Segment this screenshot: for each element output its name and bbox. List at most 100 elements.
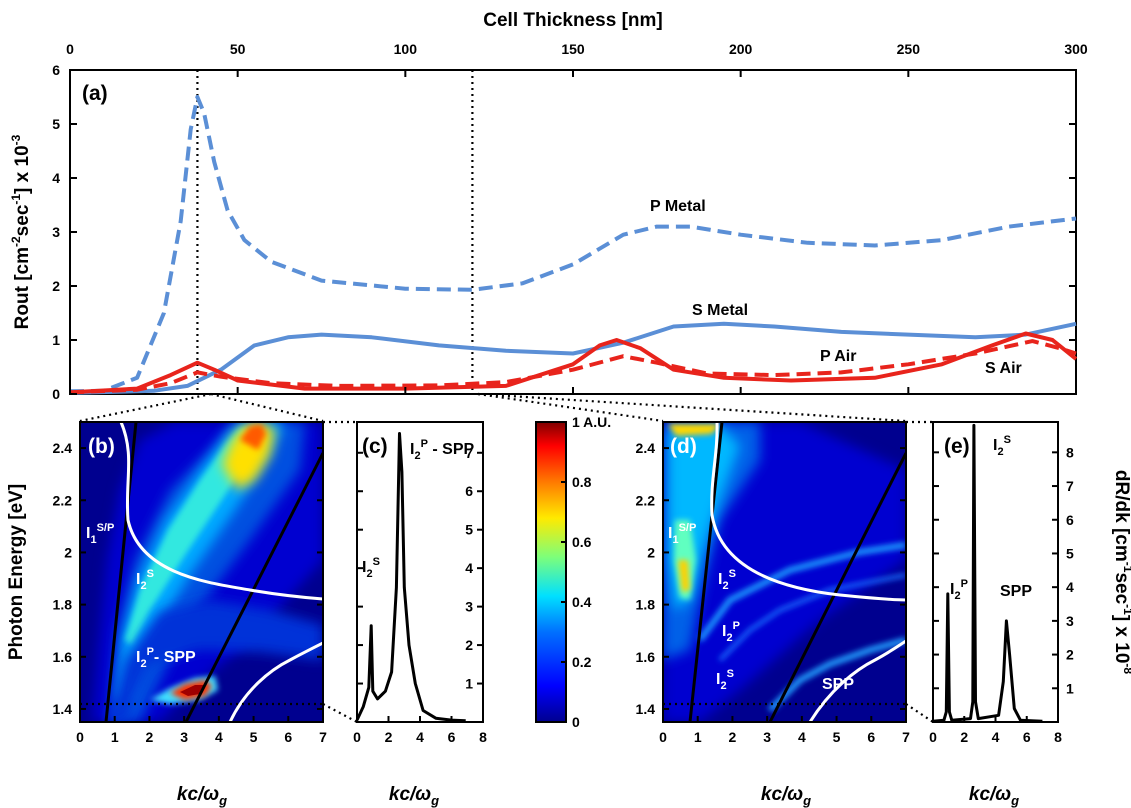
panel-c-label: (c) bbox=[362, 435, 388, 458]
annotation-s-air: S Air bbox=[985, 360, 1022, 377]
x-tick-label: 250 bbox=[897, 41, 921, 57]
panel-e-series bbox=[932, 423, 1043, 723]
panel-b-label-i2s: I2S bbox=[136, 568, 154, 592]
y-tick-label: 5 bbox=[52, 116, 60, 132]
spectrum-line bbox=[932, 423, 1043, 723]
x-tick-label: 6 bbox=[1023, 729, 1031, 745]
y-tick-label: 1.6 bbox=[53, 649, 73, 665]
panel-e-x-axis-title: kc/ωg bbox=[969, 784, 1019, 808]
y-tick-label: 2.2 bbox=[636, 492, 656, 508]
panel-b-label-i1: I1S/P bbox=[86, 522, 114, 546]
panel-a-series bbox=[69, 95, 1078, 395]
panel-c-y-ticks: 1 2 3 4 5 6 7 bbox=[357, 445, 483, 692]
panel-d-x-axis-title: kc/ωg bbox=[761, 784, 811, 808]
panel-d-label-i1: I1S/P bbox=[668, 522, 696, 546]
x-tick-label: 0 bbox=[353, 729, 361, 745]
panel-d-label-spp: SPP bbox=[822, 676, 854, 693]
x-tick-label: 1 bbox=[694, 729, 702, 745]
panel-d-label-i2s-lower: I2S bbox=[716, 668, 734, 692]
x-tick-label: 0 bbox=[929, 729, 937, 745]
colorbar-tick-label: 0.2 bbox=[572, 654, 592, 670]
x-tick-label: 4 bbox=[992, 729, 1000, 745]
zoom-connectors bbox=[79, 392, 934, 723]
panel-a-x-ticks: 0 50 100 150 200 250 300 bbox=[66, 41, 1088, 394]
panel-b-label-i2p-spp: I2P- SPP bbox=[136, 646, 196, 670]
y-tick-label: 6 bbox=[52, 62, 60, 78]
x-tick-label: 7 bbox=[319, 729, 327, 745]
panel-c: 0 2 4 6 8 1 2 3 4 5 6 7 (c) kc/ωg I2S I2P - SPP bbox=[353, 421, 487, 808]
panel-c-series bbox=[355, 432, 466, 723]
colorbar-tick-label: 0.8 bbox=[572, 474, 592, 490]
panel-b-y-ticks: 1.4 1.6 1.8 2 2.2 2.4 bbox=[53, 440, 323, 717]
y-tick-label: 1.6 bbox=[636, 649, 656, 665]
x-tick-label: 3 bbox=[180, 729, 188, 745]
panel-e-label-i2s: I2S bbox=[993, 434, 1011, 458]
panel-c-label-i2s: I2S bbox=[362, 556, 380, 580]
panel-e-frame bbox=[932, 421, 1059, 723]
panel-e-label-i2p: I2P bbox=[950, 578, 968, 602]
y-tick-label: 2 bbox=[465, 637, 473, 653]
x-tick-label: 8 bbox=[1054, 729, 1062, 745]
x-tick-label: 6 bbox=[448, 729, 456, 745]
connector-b-c-bottom bbox=[322, 703, 358, 723]
colorbar-tick-label: 0 bbox=[572, 714, 580, 730]
panel-c-frame bbox=[356, 421, 484, 723]
y-tick-label: 2.4 bbox=[636, 440, 656, 456]
panel-b-heatmap bbox=[80, 422, 323, 722]
x-tick-label: 0 bbox=[66, 41, 74, 57]
panel-e-label-spp: SPP bbox=[1000, 583, 1032, 600]
x-tick-label: 0 bbox=[76, 729, 84, 745]
y-tick-label: 3 bbox=[465, 599, 473, 615]
annotation-p-air: P Air bbox=[820, 348, 856, 365]
y-tick-label: 0 bbox=[52, 386, 60, 402]
panel-a: 0 50 100 150 200 250 300 0 1 2 3 4 5 6 Cell Thicknes… bbox=[9, 10, 1088, 402]
y-tick-label: 1 bbox=[465, 676, 473, 692]
panel-d-label-i2s: I2S bbox=[718, 568, 736, 592]
colorbar-tick-label: 0.4 bbox=[572, 594, 592, 610]
panel-a-frame bbox=[69, 69, 1077, 395]
panel-a-x-axis-title: Cell Thickness [nm] bbox=[483, 10, 663, 31]
y-tick-label: 4 bbox=[1066, 579, 1074, 595]
spectrum-line bbox=[355, 432, 466, 723]
connector-d-e-bottom bbox=[905, 703, 934, 723]
x-tick-label: 300 bbox=[1064, 41, 1088, 57]
panel-b-label: (b) bbox=[88, 435, 115, 458]
panel-d-x-ticks: 0 1 2 3 4 5 6 7 bbox=[659, 716, 910, 745]
panel-e-x-ticks: 0 2 4 6 8 bbox=[929, 716, 1062, 745]
colorbar-gradient bbox=[535, 421, 567, 723]
panel-b-y-axis-title: Photon Energy [eV] bbox=[6, 484, 27, 660]
panel-e-label: (e) bbox=[944, 435, 970, 458]
x-tick-label: 0 bbox=[659, 729, 667, 745]
y-tick-label: 3 bbox=[52, 224, 60, 240]
y-tick-label: 1.4 bbox=[636, 701, 656, 717]
x-tick-label: 3 bbox=[763, 729, 771, 745]
x-tick-label: 5 bbox=[833, 729, 841, 745]
x-tick-label: 2 bbox=[146, 729, 154, 745]
y-tick-label: 4 bbox=[52, 170, 60, 186]
x-tick-label: 4 bbox=[215, 729, 223, 745]
series-s-air bbox=[69, 331, 1078, 395]
y-tick-label: 6 bbox=[465, 483, 473, 499]
panel-e-y-ticks: 1 2 3 4 5 6 7 8 bbox=[933, 444, 1074, 696]
panel-c-x-axis-title: kc/ωg bbox=[389, 784, 439, 808]
y-tick-label: 7 bbox=[465, 445, 473, 461]
panel-b-x-ticks: 0 1 2 3 4 5 6 7 bbox=[76, 716, 327, 745]
y-tick-label: 2 bbox=[52, 278, 60, 294]
series-s-metal bbox=[69, 321, 1077, 395]
y-tick-label: 2.2 bbox=[53, 492, 73, 508]
panel-d-label: (d) bbox=[670, 435, 697, 458]
annotation-s-metal: S Metal bbox=[692, 302, 748, 319]
y-tick-label: 2.4 bbox=[53, 440, 73, 456]
y-tick-label: 6 bbox=[1066, 512, 1074, 528]
y-tick-label: 2 bbox=[647, 544, 655, 560]
x-tick-label: 4 bbox=[798, 729, 806, 745]
panel-d-y-ticks: 1.4 1.6 1.8 2 2.2 2.4 bbox=[636, 440, 906, 717]
panel-e: 0 2 4 6 8 1 2 3 4 5 6 7 8 (e) kc/ωg dR/dk [cm-1sec-… bbox=[929, 421, 1131, 808]
y-tick-label: 2 bbox=[64, 544, 72, 560]
panel-a-label: (a) bbox=[82, 82, 108, 105]
x-tick-label: 7 bbox=[902, 729, 910, 745]
x-tick-label: 2 bbox=[385, 729, 393, 745]
panel-a-vlines bbox=[196, 70, 474, 394]
y-tick-label: 1 bbox=[1066, 680, 1074, 696]
x-tick-label: 8 bbox=[479, 729, 487, 745]
